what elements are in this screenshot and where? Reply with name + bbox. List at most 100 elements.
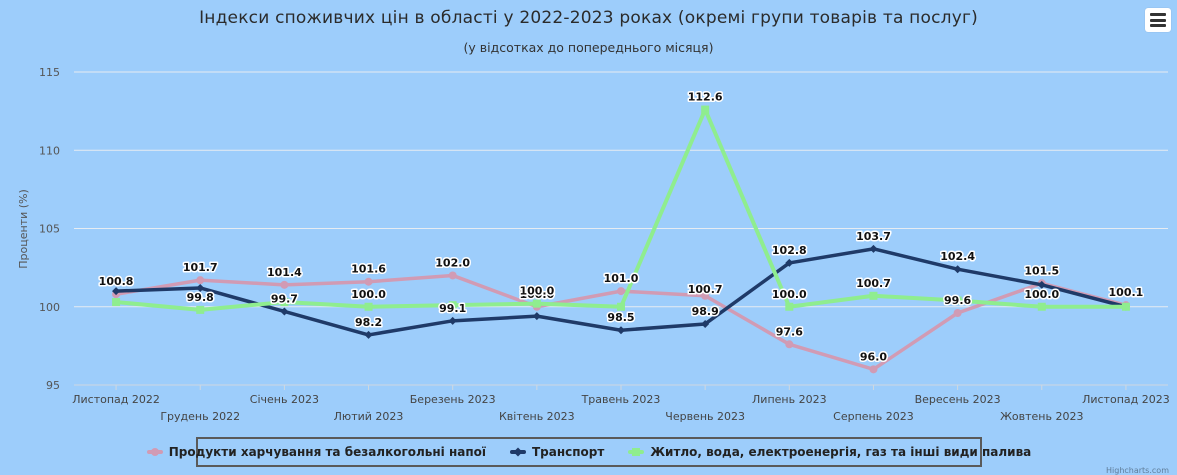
legend-item-1[interactable]: Транспорт: [509, 445, 605, 459]
data-label: 98.2: [355, 316, 382, 329]
data-point[interactable]: [701, 105, 710, 114]
data-point[interactable]: [1037, 302, 1046, 311]
data-label: 99.6: [944, 294, 971, 307]
legend-item-2[interactable]: Житло, вода, електроенергія, газ та інші…: [628, 445, 1031, 459]
x-tick-label: Вересень 2023: [915, 393, 1001, 406]
data-point[interactable]: [532, 312, 541, 321]
data-label: 98.5: [607, 311, 634, 324]
x-tick-label: Грудень 2022: [160, 410, 240, 423]
data-point[interactable]: [953, 309, 962, 318]
data-point[interactable]: [196, 276, 205, 285]
data-label: 100.0: [772, 288, 807, 301]
data-point[interactable]: [112, 287, 121, 296]
data-label: 100.7: [856, 277, 891, 290]
data-point[interactable]: [953, 296, 962, 305]
data-label: 101.5: [1024, 264, 1059, 277]
y-tick-label: 100: [39, 301, 60, 314]
chart-title: Індекси споживчих цін в області у 2022-2…: [199, 8, 978, 28]
data-point[interactable]: [869, 244, 878, 253]
data-point[interactable]: [280, 280, 289, 289]
legend-label: Транспорт: [531, 445, 605, 459]
data-point[interactable]: [280, 298, 289, 307]
data-point[interactable]: [448, 316, 457, 325]
data-label: 97.6: [776, 325, 803, 338]
data-label: 103.7: [856, 230, 891, 243]
data-label: 101.7: [183, 261, 218, 274]
legend-label: Продукти харчування та безалкогольні нап…: [168, 445, 486, 459]
chart-credit[interactable]: Highcharts.com: [1106, 466, 1169, 475]
data-label: 100.1: [1109, 286, 1144, 299]
data-point[interactable]: [869, 291, 878, 300]
data-point[interactable]: [532, 299, 541, 308]
data-point[interactable]: [869, 365, 878, 374]
x-tick-label: Листопад 2023: [1082, 393, 1170, 406]
data-point[interactable]: [1037, 280, 1046, 289]
data-point[interactable]: [280, 307, 289, 316]
data-label: 100.8: [99, 275, 134, 288]
x-tick-label: Жовтень 2023: [1000, 410, 1083, 423]
data-label: 100.0: [519, 285, 554, 298]
gridlines: [74, 71, 1168, 386]
data-label: 102.4: [940, 250, 975, 263]
data-point[interactable]: [701, 291, 710, 300]
legend-label: Житло, вода, електроенергія, газ та інші…: [650, 445, 1032, 459]
data-point[interactable]: [1121, 302, 1130, 311]
data-label: 101.0: [604, 272, 639, 285]
data-point[interactable]: [196, 305, 205, 314]
data-point[interactable]: [448, 271, 457, 280]
x-tick-label: Серпень 2023: [833, 410, 914, 423]
data-label: 101.6: [351, 263, 386, 276]
data-point[interactable]: [364, 277, 373, 286]
data-label: 100.0: [1024, 288, 1059, 301]
legend-swatch-icon: [146, 446, 163, 458]
data-point[interactable]: [785, 258, 794, 267]
data-point[interactable]: [953, 265, 962, 274]
y-axis-ticks: 95 100 105 110 115: [39, 66, 60, 392]
y-tick-label: 105: [39, 223, 60, 236]
chart-subtitle: (у відсотках до попереднього місяця): [463, 40, 714, 55]
x-tick-label: Березень 2023: [410, 393, 496, 406]
data-label: 100.0: [519, 288, 554, 301]
data-label: 99.1: [439, 302, 466, 315]
data-labels: 100.8 101.7 101.4 101.6 102.0 100.0 101.0 97.6 9…: [97, 89, 1145, 365]
data-point[interactable]: [617, 287, 625, 296]
x-tick-label: Липень 2023: [752, 393, 827, 406]
data-label: 100.0: [351, 288, 386, 301]
data-label: 100.7: [688, 283, 723, 296]
hamburger-menu-icon[interactable]: [1145, 8, 1171, 32]
data-point[interactable]: [701, 319, 710, 328]
legend-item-0[interactable]: Продукти харчування та безалкогольні нап…: [146, 445, 486, 459]
data-point[interactable]: [785, 302, 794, 311]
data-point[interactable]: [364, 330, 373, 339]
data-label: 99.7: [271, 292, 298, 305]
x-tick-label: Листопад 2022: [72, 393, 160, 406]
x-tick-label: Травень 2023: [581, 393, 661, 406]
legend-swatch-icon: [628, 446, 645, 458]
data-label: 99.8: [187, 291, 214, 304]
data-point[interactable]: [112, 298, 121, 307]
data-label: 112.6: [688, 91, 723, 104]
data-point[interactable]: [196, 283, 205, 292]
data-point[interactable]: [785, 340, 794, 349]
series-2: [112, 105, 1130, 314]
x-tick-label: Червень 2023: [665, 410, 745, 423]
data-label: 101.4: [267, 266, 302, 279]
y-tick-label: 95: [46, 379, 60, 392]
data-label: 98.9: [692, 305, 719, 318]
data-label: 102.8: [772, 244, 807, 257]
x-tick-label: Лютий 2023: [334, 410, 404, 423]
data-point[interactable]: [617, 326, 625, 335]
legend-swatch-icon: [509, 446, 526, 458]
y-tick-label: 110: [39, 144, 60, 157]
data-point[interactable]: [617, 302, 625, 311]
series-lines: [112, 105, 1130, 374]
x-tick-label: Квітень 2023: [499, 410, 575, 423]
data-label: 96.0: [860, 350, 887, 363]
data-point[interactable]: [448, 301, 457, 310]
data-point[interactable]: [364, 302, 373, 311]
y-axis-label: Проценти (%): [17, 189, 30, 269]
x-tick-label: Січень 2023: [250, 393, 319, 406]
chart-legend: Продукти харчування та безалкогольні нап…: [146, 437, 1031, 467]
